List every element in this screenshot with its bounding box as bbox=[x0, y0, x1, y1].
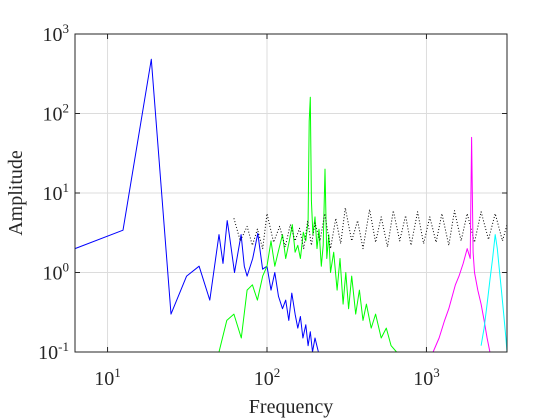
x-tick-label: 101 bbox=[94, 365, 121, 390]
y-tick-label: 10-1 bbox=[38, 339, 69, 364]
x-axis-label: Frequency bbox=[249, 396, 333, 418]
x-tick-labels: 101 102 103 bbox=[94, 365, 439, 390]
series-layer bbox=[74, 58, 508, 353]
y-tick-label: 103 bbox=[43, 21, 70, 46]
series-line bbox=[74, 58, 319, 353]
x-tick-label: 102 bbox=[254, 365, 281, 390]
tick-marks bbox=[75, 33, 507, 353]
series-line bbox=[233, 207, 508, 250]
y-axis-label: Amplitude bbox=[5, 150, 27, 236]
series-line bbox=[480, 234, 508, 353]
y-tick-labels: 10-1 100 101 102 103 bbox=[38, 21, 69, 364]
y-tick-label: 101 bbox=[43, 180, 70, 205]
x-tick-label: 103 bbox=[413, 365, 440, 390]
y-tick-label: 102 bbox=[43, 101, 70, 126]
y-tick-label: 100 bbox=[43, 260, 70, 285]
series-line bbox=[432, 136, 491, 353]
series-line bbox=[218, 96, 397, 353]
